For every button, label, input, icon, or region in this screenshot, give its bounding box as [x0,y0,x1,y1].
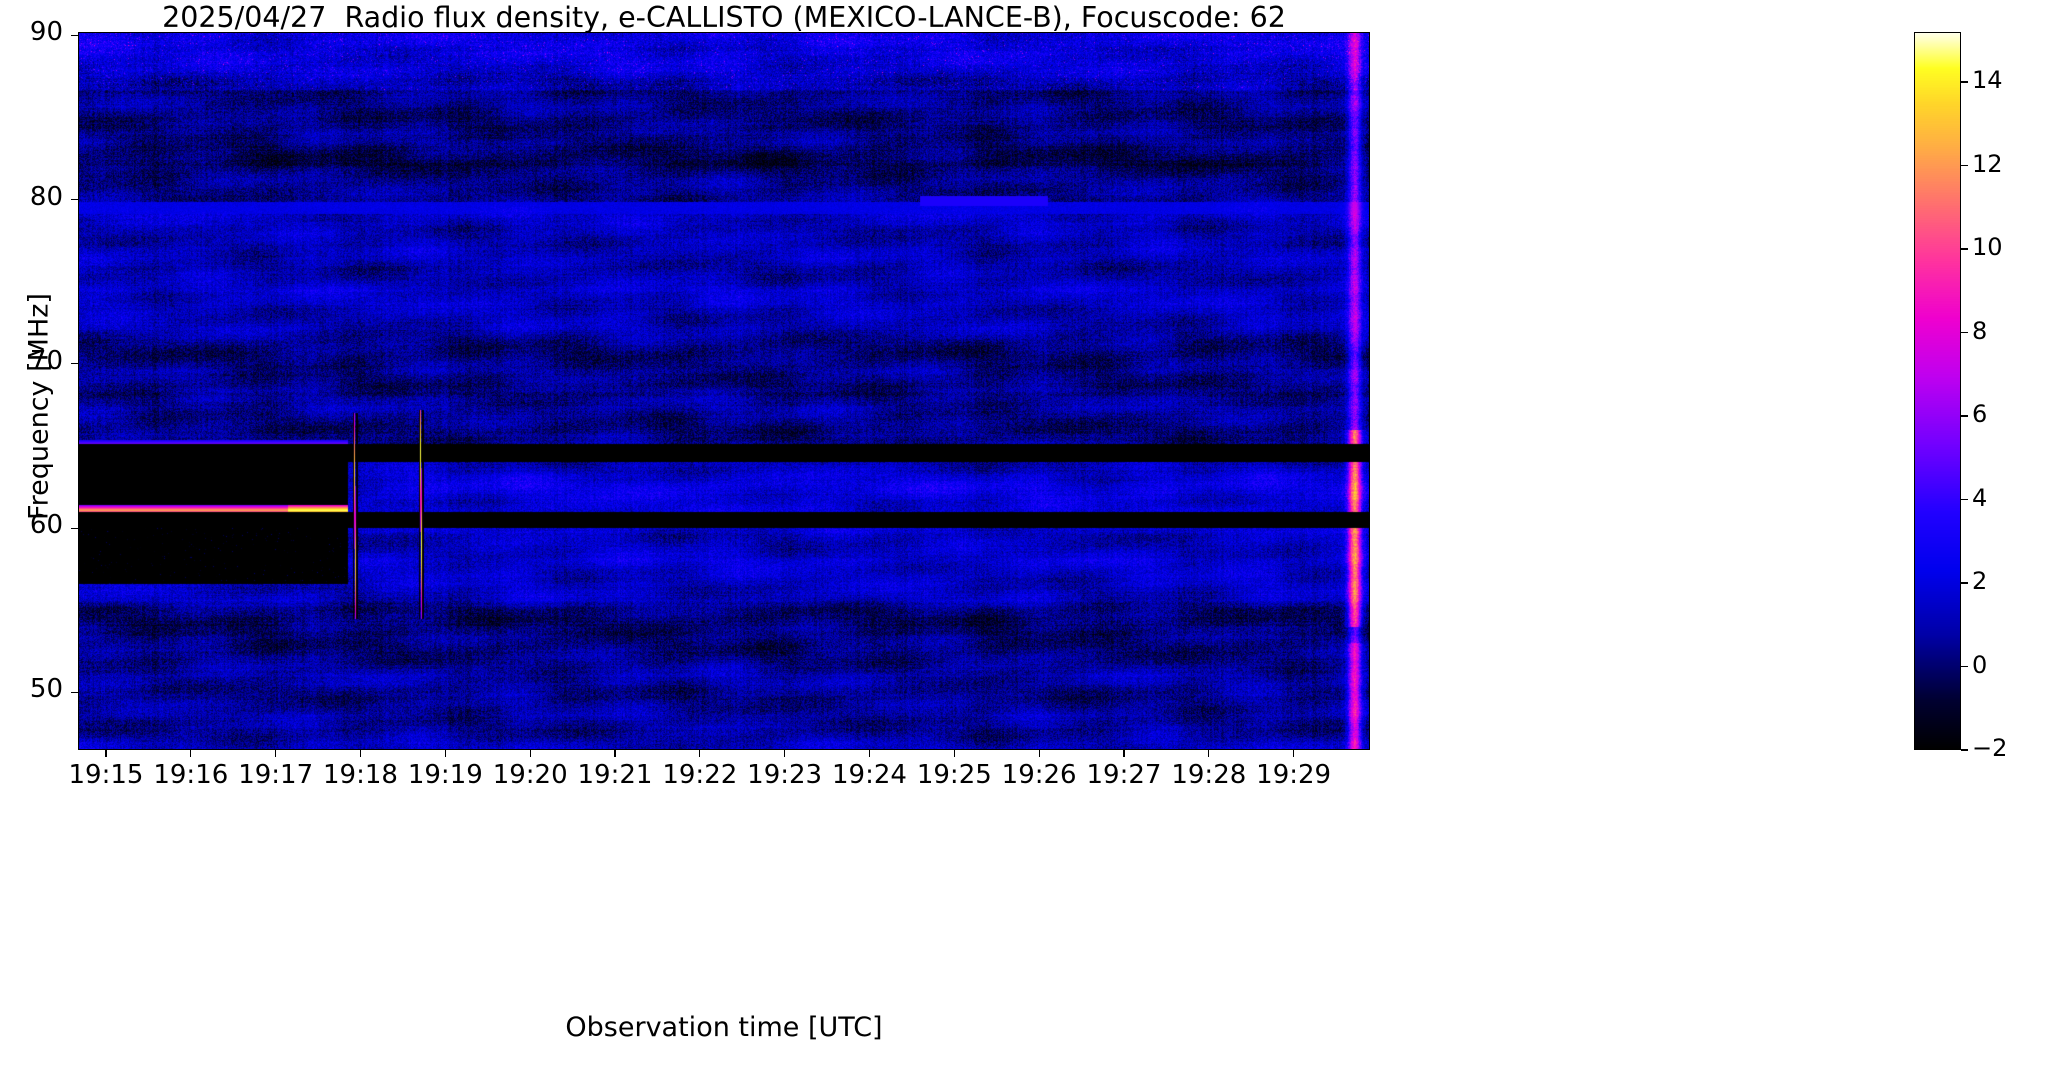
x-tick-label: 19:21 [577,760,653,790]
colorbar-tick-label: 12 [1972,149,2003,178]
colorbar-tick-mark [1961,498,1968,501]
colorbar-gradient [1914,32,1961,750]
colorbar-tick-mark [1961,248,1968,250]
x-axis-label: Observation time [UTC] [565,1012,883,1043]
x-tick-mark [1038,750,1040,757]
x-tick-mark [784,750,786,757]
y-tick-mark [71,198,78,201]
page-title: 2025/04/27 Radio flux density, e-CALLIST… [162,1,1286,34]
x-tick-label: 19:18 [323,760,398,790]
colorbar-tick-label: 10 [1972,233,2003,262]
x-tick-label: 19:25 [916,760,992,790]
x-tick-label: 19:15 [68,760,144,790]
colorbar-tick-mark [1961,164,1968,167]
colorbar-tick-mark [1961,582,1968,584]
y-tick-mark [71,363,78,365]
x-tick-label: 19:29 [1256,760,1332,790]
x-tick-label: 19:28 [1171,760,1247,790]
colorbar[interactable] [1914,32,1961,750]
x-tick-mark [868,750,871,757]
x-tick-mark [699,750,701,757]
x-tick-mark [444,750,446,757]
x-tick-mark [529,750,531,757]
colorbar-tick-label: 2 [1972,567,1988,596]
x-tick-mark [1293,750,1295,757]
y-tick-mark [71,691,78,694]
x-tick-mark [105,750,107,757]
y-axis-label: Frequency [MHz] [23,293,55,520]
spectrogram-image [78,32,1370,750]
colorbar-tick-label: 8 [1972,316,1988,345]
x-tick-mark [190,750,192,757]
spectrogram-plot-area[interactable] [78,32,1370,750]
colorbar-tick-label: 14 [1972,66,2003,95]
x-tick-mark [275,750,277,757]
x-tick-mark [1208,750,1210,757]
x-tick-label: 19:24 [832,760,907,790]
x-tick-label: 19:23 [747,760,823,790]
x-tick-label: 19:26 [1001,760,1077,790]
x-tick-mark [953,750,955,757]
colorbar-tick-label: −2 [1972,734,2008,762]
y-tick-label: 90 [29,17,63,48]
x-tick-label: 19:16 [153,760,229,790]
x-tick-label: 19:17 [238,760,314,790]
colorbar-tick-label: 0 [1972,650,1988,679]
y-tick-label: 60 [29,510,63,541]
x-tick-label: 19:27 [1086,760,1162,790]
colorbar-tick-mark [1961,331,1968,334]
y-tick-label: 70 [29,345,63,376]
colorbar-tick-mark [1961,81,1968,83]
y-tick-mark [71,34,78,36]
y-tick-label: 80 [29,181,63,212]
x-tick-label: 19:22 [662,760,738,790]
y-tick-label: 50 [29,674,63,705]
x-tick-mark [359,750,362,757]
x-tick-label: 19:20 [492,760,568,790]
colorbar-tick-label: 4 [1972,483,1988,512]
colorbar-tick-mark [1961,665,1968,668]
colorbar-tick-mark [1961,749,1968,751]
x-tick-label: 19:19 [407,760,483,790]
colorbar-tick-label: 6 [1972,400,1988,429]
x-tick-mark [1123,750,1125,757]
y-tick-mark [71,527,78,529]
x-tick-mark [614,750,616,757]
colorbar-tick-mark [1961,415,1968,417]
